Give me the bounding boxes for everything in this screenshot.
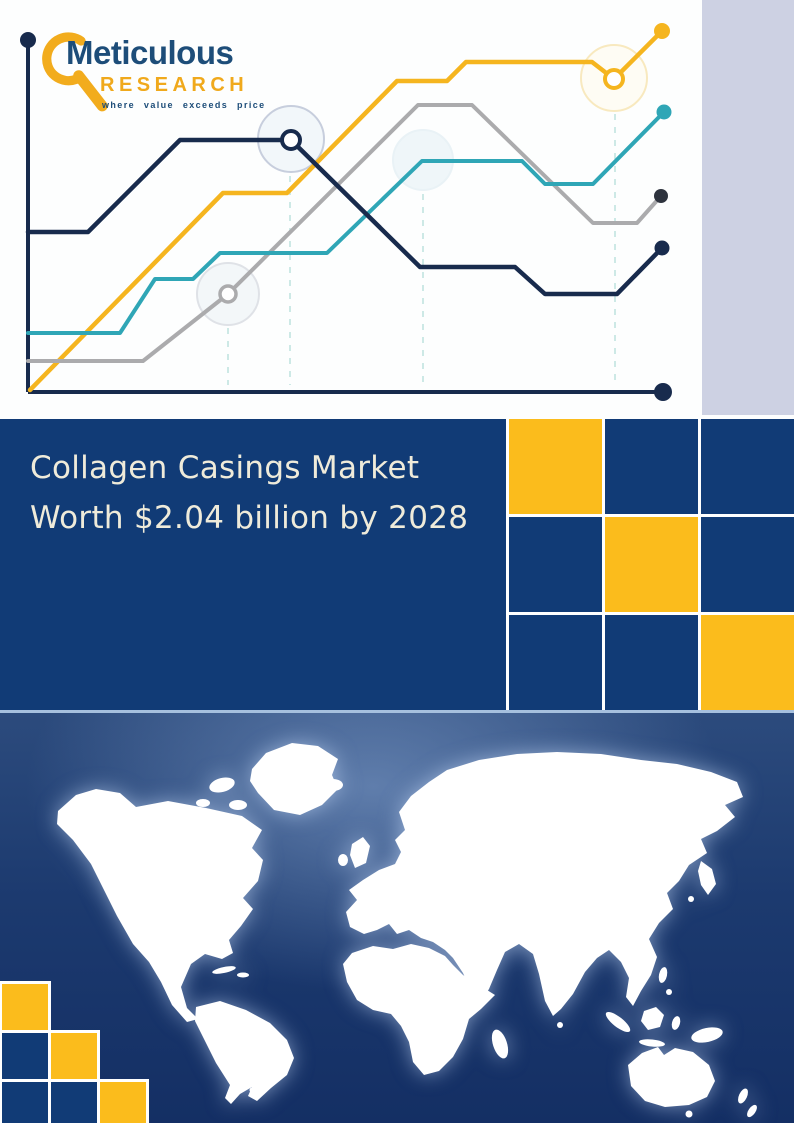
checker-cell-blue — [701, 419, 794, 514]
page-title: Collagen Casings Market Worth $2.04 bill… — [30, 443, 468, 543]
map-section — [0, 713, 794, 1123]
title-line-1: Collagen Casings Market — [30, 450, 420, 486]
magnifier-icon — [42, 32, 108, 112]
brand-subtitle: RESEARCH — [100, 74, 249, 96]
staircase-cell-blue — [2, 1033, 48, 1079]
series-navy — [25, 137, 665, 297]
brand-tagline: where value exceeds price — [102, 100, 266, 110]
series-teal — [26, 110, 666, 335]
checker-cell-blue — [605, 615, 698, 710]
checker-cell-blue — [701, 517, 794, 612]
series-gray — [26, 103, 663, 363]
decor-chart-svg — [20, 23, 672, 401]
logo: Meticulous RESEARCH where value exceeds … — [35, 30, 275, 120]
yellow-open-marker — [603, 68, 625, 90]
staircase-accent-grid — [2, 984, 146, 1123]
checker-cell-blue — [509, 615, 602, 710]
gray-end-dot — [654, 189, 668, 203]
chart-section: Meticulous RESEARCH where value exceeds … — [0, 0, 794, 419]
world-map — [57, 743, 757, 1118]
staircase-cell-empty — [100, 1033, 146, 1079]
staircase-cell-empty — [51, 984, 97, 1030]
staircase-cell-blue — [51, 1082, 97, 1123]
yellow-end-dot — [654, 23, 670, 39]
title-band: Collagen Casings Market Worth $2.04 bill… — [0, 419, 794, 710]
checker-cell-blue — [605, 419, 698, 514]
title-line-2: Worth $2.04 billion by 2028 — [30, 500, 469, 536]
checker-cell-blue — [509, 517, 602, 612]
gray-open-marker — [218, 284, 238, 304]
navy-open-marker — [280, 129, 302, 151]
staircase-cell-blue — [2, 1082, 48, 1123]
world-map-land — [57, 743, 757, 1118]
checker-cell-yellow — [509, 419, 602, 514]
navy-end-dot — [654, 240, 670, 256]
brand-name: Meticulous — [66, 34, 234, 71]
axis-end-dot — [654, 383, 672, 401]
staircase-cell-yellow — [51, 1033, 97, 1079]
checker-cell-yellow — [701, 615, 794, 710]
section-separator-line — [0, 710, 794, 713]
lavender-accent-panel — [702, 0, 794, 415]
axis-start-dot — [20, 32, 36, 48]
teal-end-dot — [656, 104, 672, 120]
staircase-cell-yellow — [2, 984, 48, 1030]
staircase-cell-empty — [100, 984, 146, 1030]
staircase-cell-yellow — [100, 1082, 146, 1123]
checker-cell-yellow — [605, 517, 698, 612]
checker-grid — [506, 419, 794, 710]
